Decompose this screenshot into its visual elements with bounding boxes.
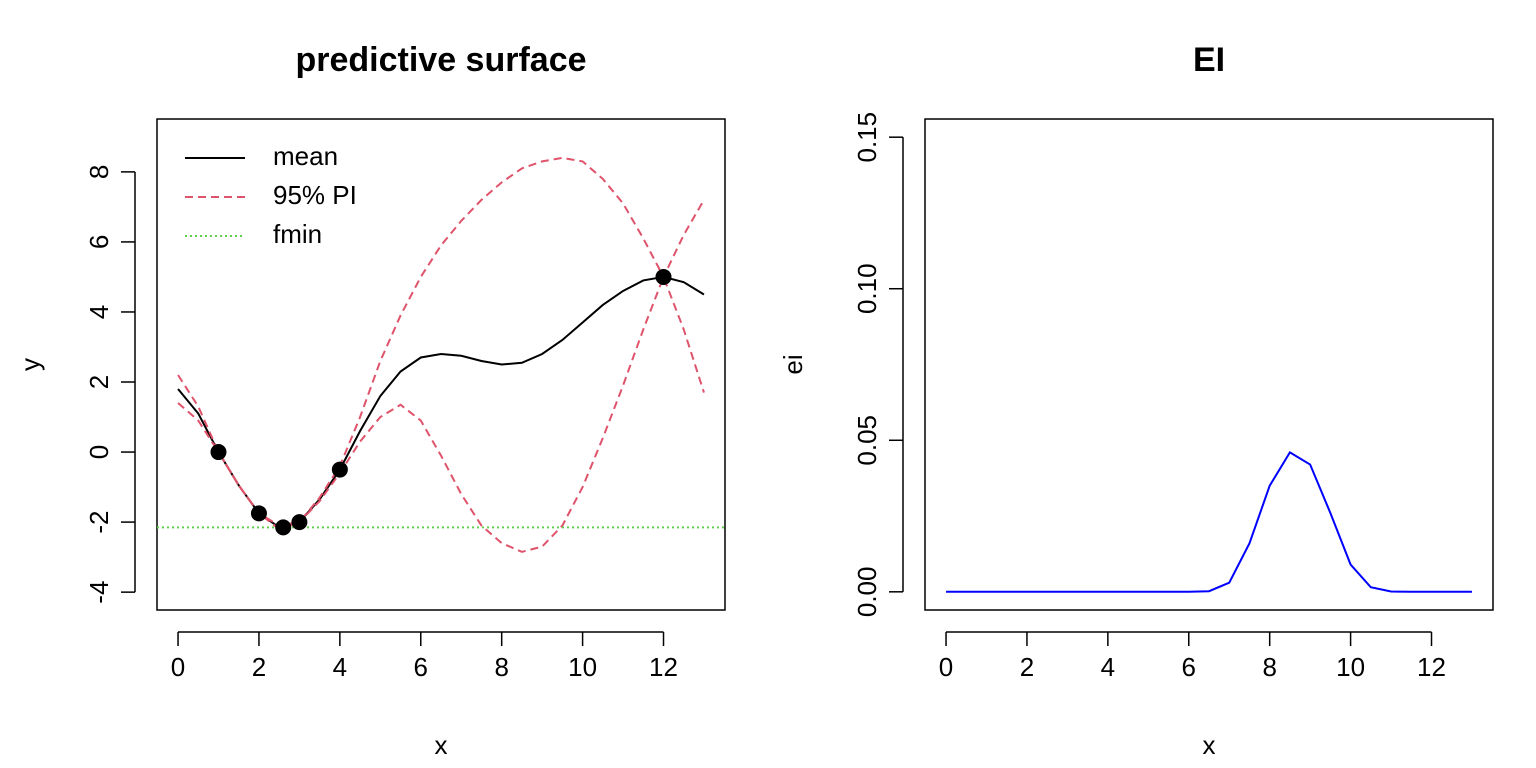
x-tick-label: 12 [1417,652,1446,682]
legend-label: 95% PI [273,180,357,210]
data-point [250,505,267,522]
x-tick-label: 6 [414,652,428,682]
y-axis-label: ei [778,354,808,374]
x-tick-label: 10 [1336,652,1365,682]
data-point [291,514,308,531]
y-tick-label: 0 [84,445,114,459]
series-line [177,275,705,529]
series-line [177,274,705,553]
y-tick-label: -2 [84,511,114,534]
legend-label: mean [273,141,338,171]
data-point [275,519,292,536]
y-tick-label: 0.05 [852,415,882,466]
y-tick-label: 4 [84,305,114,319]
legend-label: fmin [273,219,322,249]
x-tick-label: 8 [494,652,508,682]
chart-title: predictive surface [295,41,586,79]
y-tick-label: 0.10 [852,263,882,314]
x-tick-label: 6 [1182,652,1196,682]
y-tick-label: 0.00 [852,567,882,618]
x-axis-label: x [435,730,448,760]
x-tick-label: 8 [1262,652,1276,682]
x-tick-label: 4 [333,652,347,682]
plot-frame [924,118,1494,611]
x-tick-label: 12 [649,652,678,682]
x-tick-label: 4 [1101,652,1115,682]
plot-frame [156,118,726,611]
series-line [177,156,705,527]
data-point [331,461,348,478]
x-tick-label: 0 [171,652,185,682]
x-tick-label: 10 [568,652,597,682]
y-tick-label: 8 [84,165,114,179]
x-tick-label: 0 [939,652,953,682]
y-tick-label: 0.15 [852,112,882,163]
x-tick-label: 2 [1020,652,1034,682]
y-tick-label: -4 [84,581,114,604]
y-axis-label: y [15,358,45,371]
data-point [655,268,672,285]
y-tick-label: 2 [84,375,114,389]
x-tick-label: 2 [252,652,266,682]
x-axis-label: x [1203,730,1216,760]
chart-title: EI [1193,41,1225,79]
data-point [210,444,227,461]
y-tick-label: 6 [84,235,114,249]
series-line [946,451,1472,593]
